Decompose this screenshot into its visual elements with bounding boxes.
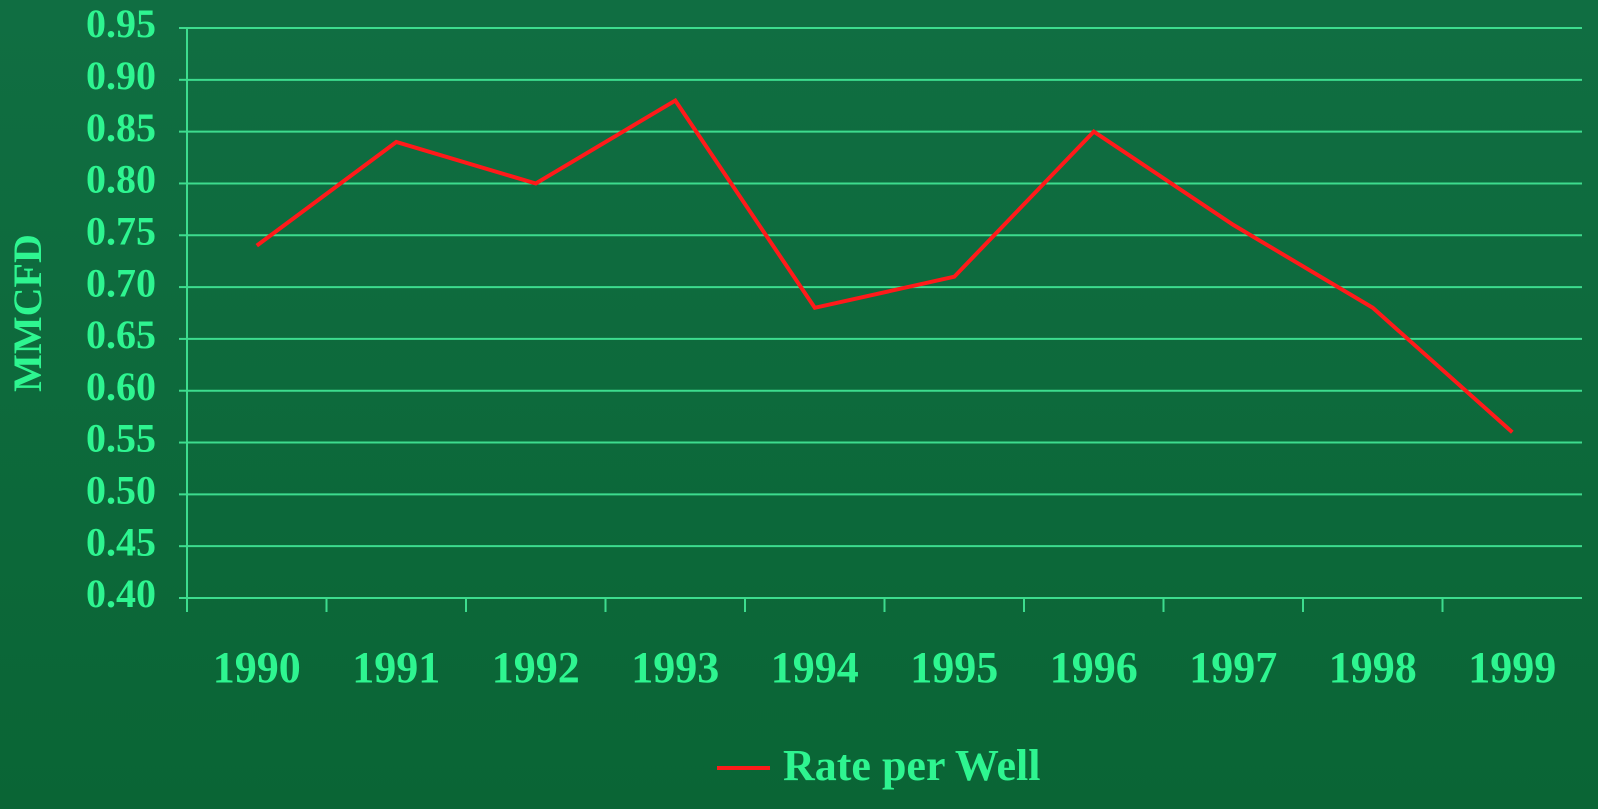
y-tick-label: 0.55 bbox=[86, 416, 156, 461]
legend-label: Rate per Well bbox=[783, 741, 1040, 790]
y-tick-label: 0.45 bbox=[86, 519, 156, 564]
y-tick-label: 0.85 bbox=[86, 105, 156, 150]
x-tick-label: 1994 bbox=[771, 643, 859, 692]
x-tick-label: 1993 bbox=[631, 643, 719, 692]
y-tick-label: 0.70 bbox=[86, 260, 156, 305]
y-tick-label: 0.80 bbox=[86, 157, 156, 202]
y-tick-label: 0.75 bbox=[86, 208, 156, 253]
x-tick-label: 1996 bbox=[1050, 643, 1138, 692]
x-tick-label: 1995 bbox=[910, 643, 998, 692]
y-tick-label: 0.95 bbox=[86, 1, 156, 46]
data-line bbox=[255, 97, 1514, 434]
x-tick-label: 1998 bbox=[1329, 643, 1417, 692]
x-tick-label: 1997 bbox=[1189, 643, 1277, 692]
x-tick-label: 1999 bbox=[1468, 643, 1556, 692]
y-tick-label: 0.60 bbox=[86, 364, 156, 409]
y-tick-label: 0.50 bbox=[86, 468, 156, 513]
y-axis-title: MMCFD bbox=[5, 234, 50, 392]
y-tick-label: 0.65 bbox=[86, 312, 156, 357]
x-tick-label: 1992 bbox=[492, 643, 580, 692]
y-tick-label: 0.40 bbox=[86, 571, 156, 616]
x-tick-label: 1990 bbox=[213, 643, 301, 692]
x-tick-label: 1991 bbox=[352, 643, 440, 692]
y-tick-label: 0.90 bbox=[86, 53, 156, 98]
